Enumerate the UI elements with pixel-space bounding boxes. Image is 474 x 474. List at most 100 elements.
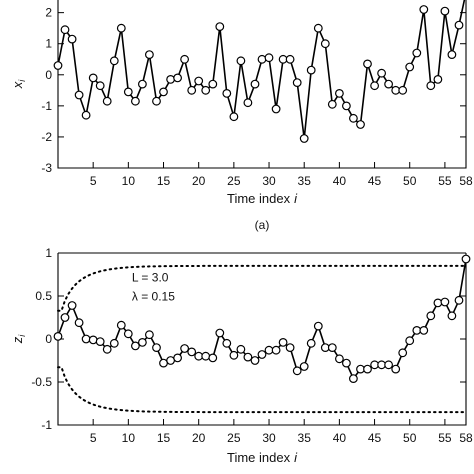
- panel-b-data-point: [123, 329, 133, 339]
- panel-a-data-point: [320, 39, 330, 49]
- panel-a-data-point: [433, 74, 443, 84]
- panel-a-x-axis-label-var: i: [294, 191, 298, 206]
- panel-b-data-point: [405, 336, 415, 346]
- panel-b-data-point: [173, 353, 183, 363]
- panel-b-data-point: [391, 364, 401, 374]
- panel-a-data-point: [285, 54, 295, 64]
- panel-b-plot-frame: [57, 252, 467, 426]
- upper-control-limit: [57, 264, 467, 312]
- panel-a-x-tick-label: 55: [438, 174, 452, 188]
- panel-b-x-tick-label: 55: [438, 431, 452, 445]
- panel-a-x-tick-label: 58: [459, 174, 473, 188]
- panel-b-data-point: [278, 338, 288, 347]
- panel-a-x-tick-label: 40: [333, 174, 347, 188]
- panel-a-data-point: [398, 85, 408, 95]
- panel-a-markers: [53, 5, 464, 143]
- panel-a-data-point: [173, 73, 183, 83]
- panel-b-data-point: [271, 345, 281, 355]
- panel-b-data-point: [88, 335, 98, 345]
- panel-a-x-tick-label: 25: [227, 174, 241, 188]
- panel-a-data-point: [130, 96, 140, 106]
- panel-a-data-point: [137, 79, 147, 89]
- panel-b-x-tick-label: 25: [227, 431, 241, 445]
- panel-a-data-point: [257, 54, 267, 64]
- panel-b-y-ticks: -1 -0.5 0 0.5 1: [31, 246, 466, 432]
- panel-b-data-point: [81, 334, 91, 344]
- panel-a-data-point: [88, 73, 98, 83]
- panel-a-x-tick-label: 35: [298, 174, 312, 188]
- panel-a-data-point: [229, 112, 239, 122]
- panel-a-data-point: [123, 87, 133, 97]
- lower-control-limit: [57, 366, 467, 414]
- panel-b-y-axis-label: zi: [10, 334, 27, 345]
- panel-a-data-point: [363, 59, 372, 69]
- panel-a-data-point: [109, 56, 119, 66]
- panel-a-x-ticks: 5 10 15 20 25 30 35 40 45 50 55 58: [90, 162, 473, 188]
- panel-b-x-axis-label: Time index i: [227, 450, 298, 465]
- panel-a-data-point: [349, 113, 358, 123]
- panel-a-data-point: [53, 61, 63, 70]
- panel-a-y-axis-label: xi: [10, 79, 27, 90]
- panel-b-data-point: [130, 341, 140, 351]
- panel-a-data-point: [194, 76, 204, 86]
- panel-b-y-tick-label: 0.5: [35, 289, 52, 303]
- panel-b-data-point: [433, 298, 443, 308]
- panel-b-data-point: [60, 313, 70, 322]
- panel-a-data-point: [60, 25, 70, 35]
- panel-b-data-point: [306, 338, 316, 348]
- panel-a-data-point: [74, 90, 84, 100]
- panel-b-y-tick-label: 0: [45, 332, 52, 346]
- panel-a-data-point: [166, 74, 176, 84]
- panel-a-data-point: [370, 81, 380, 91]
- panel-a-x-tick-label: 30: [262, 174, 276, 188]
- panel-b-y-tick-label: 1: [45, 246, 52, 260]
- panel-a-data-point: [327, 99, 337, 109]
- panel-b-data-point: [102, 344, 112, 354]
- panel-b-data-point: [67, 301, 77, 310]
- panel-a-data-point: [335, 88, 344, 98]
- panel-b-data-point: [243, 352, 253, 362]
- annotation-lambda: λ = 0.15: [132, 289, 175, 303]
- panel-b-x-tick-label: 20: [192, 431, 206, 445]
- panel-b-data-point: [327, 343, 337, 353]
- panel-a-x-tick-label: 5: [90, 174, 97, 188]
- panel-b-data-point: [152, 343, 161, 353]
- panel-a-data-point: [454, 20, 464, 30]
- panel-a-plot-frame: [57, 0, 467, 169]
- panel-a-data-point: [405, 62, 415, 72]
- panel-a-data-point: [292, 78, 302, 87]
- panel-a-data-point: [306, 65, 316, 75]
- panel-a-label: (a): [255, 218, 270, 232]
- panel-b-data-point: [461, 254, 471, 264]
- panel-b-data-point: [236, 344, 246, 354]
- panel-b-data-point: [257, 350, 267, 359]
- panel-a-x-axis-label-main: Time index: [227, 191, 291, 206]
- panel-b-zi-chart: -1-0.500.51 5 10 15 20 25 30 35 40 45 50 55 58 zi T…: [10, 246, 473, 465]
- panel-a-data-point: [419, 5, 429, 14]
- panel-a-data-point: [236, 56, 246, 66]
- panel-b-data-point: [264, 345, 274, 355]
- panel-a-data-point: [264, 53, 274, 63]
- panel-b-x-tick-label: 40: [333, 431, 347, 445]
- panel-b-data-point: [335, 354, 344, 364]
- panel-b-series-line: [57, 258, 467, 381]
- panel-b-x-tick-label: 45: [368, 431, 382, 445]
- panel-a-data-point: [67, 34, 77, 44]
- panel-a-data-point: [412, 48, 422, 58]
- panel-b-x-tick-label: 30: [262, 431, 276, 445]
- panel-a-data-point: [187, 85, 197, 95]
- panel-b-x-axis-label-var: i: [294, 450, 298, 465]
- panel-b-markers: [53, 254, 471, 384]
- panel-a-data-point: [81, 110, 91, 120]
- panel-a-data-point: [243, 98, 253, 108]
- panel-a-series-line: [57, 0, 466, 139]
- panel-a-data-point: [159, 87, 168, 97]
- panel-b-x-tick-label: 35: [298, 431, 312, 445]
- panel-b-data-point: [215, 328, 225, 338]
- panel-b-data-point: [250, 356, 260, 365]
- panel-b-data-point: [144, 330, 154, 340]
- panel-b-y-axis-label-main: z: [10, 336, 25, 344]
- panel-b-data-point: [201, 351, 211, 361]
